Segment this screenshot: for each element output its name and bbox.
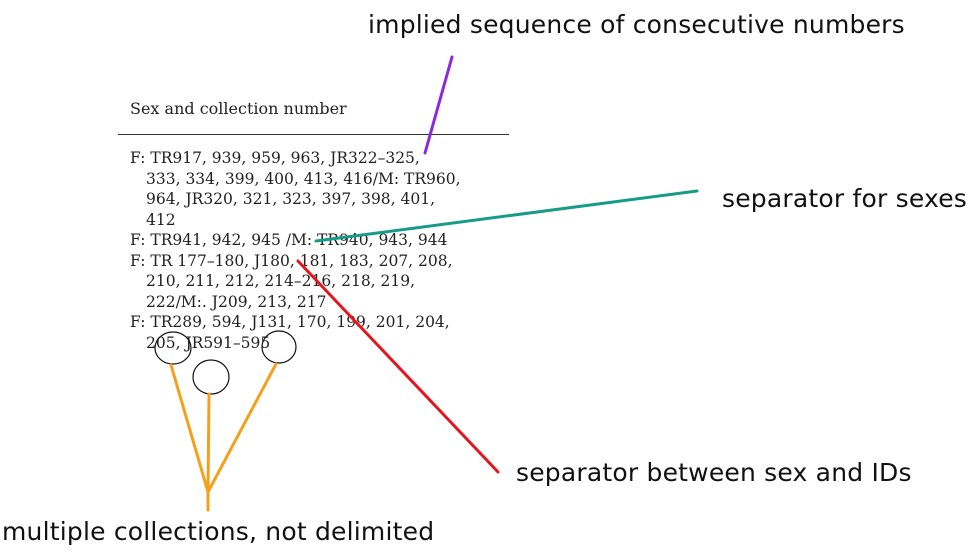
sex-id-separator-pointer xyxy=(296,259,500,474)
table-row-line: F: TR289, 594, J131, 170, 199, 201, 204, xyxy=(130,313,450,331)
annotation-multiple-collections: multiple collections, not delimited xyxy=(2,517,435,546)
annotation-sex-id-separator: separator between sex and IDs xyxy=(516,458,912,487)
implied-sequence-pointer xyxy=(423,55,454,155)
circle-tr-prefix xyxy=(154,331,192,365)
table-row: F: TR 177–180, J180, 181, 183, 207, 208,… xyxy=(130,251,520,313)
table-row-line: 205, JR591–595 xyxy=(146,333,271,352)
table-row-line: 333, 334, 399, 400, 413, 416/M: TR960, xyxy=(146,169,461,188)
table-header-rule xyxy=(118,134,509,135)
table-header: Sex and collection number xyxy=(130,99,347,118)
annotation-implied-sequence: implied sequence of consecutive numbers xyxy=(368,10,905,39)
circle-jr-prefix xyxy=(192,359,230,395)
sex-separator-pointer xyxy=(314,189,699,243)
table-row: F: TR289, 594, J131, 170, 199, 201, 204,… xyxy=(130,312,520,353)
table-row: F: TR917, 939, 959, 963, JR322–325, 333,… xyxy=(130,148,520,230)
annotation-sex-separator: separator for sexes xyxy=(722,184,968,213)
table-row-line: F: TR 177–180, J180, 181, 183, 207, 208, xyxy=(130,251,453,270)
table-row-line: 964, JR320, 321, 323, 397, 398, 401, xyxy=(146,190,436,208)
circle-j-prefix xyxy=(261,330,297,364)
multiple-collections-pointer xyxy=(169,362,278,512)
table-row-line: 210, 211, 212, 214–216, 218, 219, xyxy=(146,272,416,290)
table-row-line: 412 xyxy=(146,210,176,229)
table-body: F: TR917, 939, 959, 963, JR322–325, 333,… xyxy=(130,148,520,353)
table-row-line: 222/M:. J209, 213, 217 xyxy=(146,292,327,311)
table-row-line: F: TR917, 939, 959, 963, JR322–325, xyxy=(130,149,420,167)
